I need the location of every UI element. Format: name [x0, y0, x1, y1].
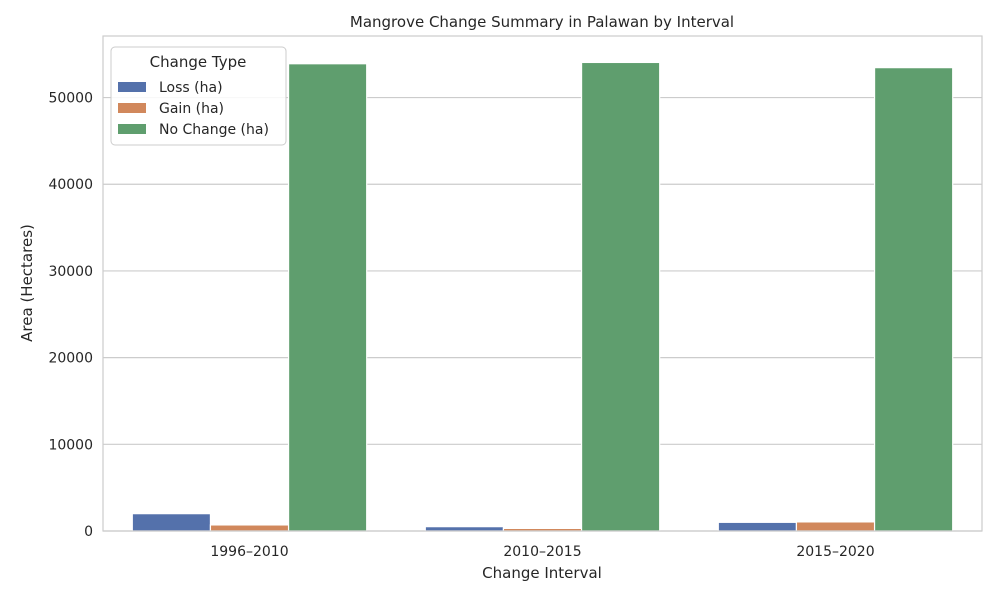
legend-swatch [118, 103, 146, 113]
legend-title: Change Type [150, 53, 247, 71]
y-tick-label: 10000 [48, 437, 93, 453]
legend-label: Gain (ha) [159, 101, 224, 117]
bar [131, 513, 212, 532]
y-axis-label: Area (Hectares) [18, 224, 36, 342]
legend-swatch [118, 124, 146, 134]
bars [131, 61, 954, 532]
bar [873, 67, 954, 532]
plot-frame [102, 35, 983, 532]
legend-swatch [118, 82, 146, 92]
y-tick-label: 0 [84, 524, 93, 540]
bar [717, 521, 798, 532]
legend: Change Type Loss (ha) Gain (ha) No Change … [110, 46, 287, 146]
bar [424, 526, 505, 532]
y-tick-label: 20000 [48, 351, 93, 367]
bar [795, 521, 876, 532]
x-tick-labels: 1996–2010 2010–2015 2015–2020 [210, 544, 874, 560]
y-tick-labels: 0 10000 20000 30000 40000 50000 [48, 91, 93, 540]
y-tick-label: 50000 [48, 91, 93, 107]
chart-title: Mangrove Change Summary in Palawan by In… [350, 13, 734, 31]
y-tick-label: 40000 [48, 177, 93, 193]
x-tick-label: 1996–2010 [210, 544, 288, 560]
bar [209, 524, 290, 532]
legend-box [110, 46, 287, 146]
legend-label: No Change (ha) [159, 122, 269, 138]
legend-label: Loss (ha) [159, 80, 223, 96]
x-tick-label: 2010–2015 [503, 544, 581, 560]
bar [580, 61, 661, 532]
x-tick-label: 2015–2020 [796, 544, 874, 560]
x-axis-label: Change Interval [482, 564, 602, 582]
y-tick-label: 30000 [48, 264, 93, 280]
bar [287, 63, 368, 532]
